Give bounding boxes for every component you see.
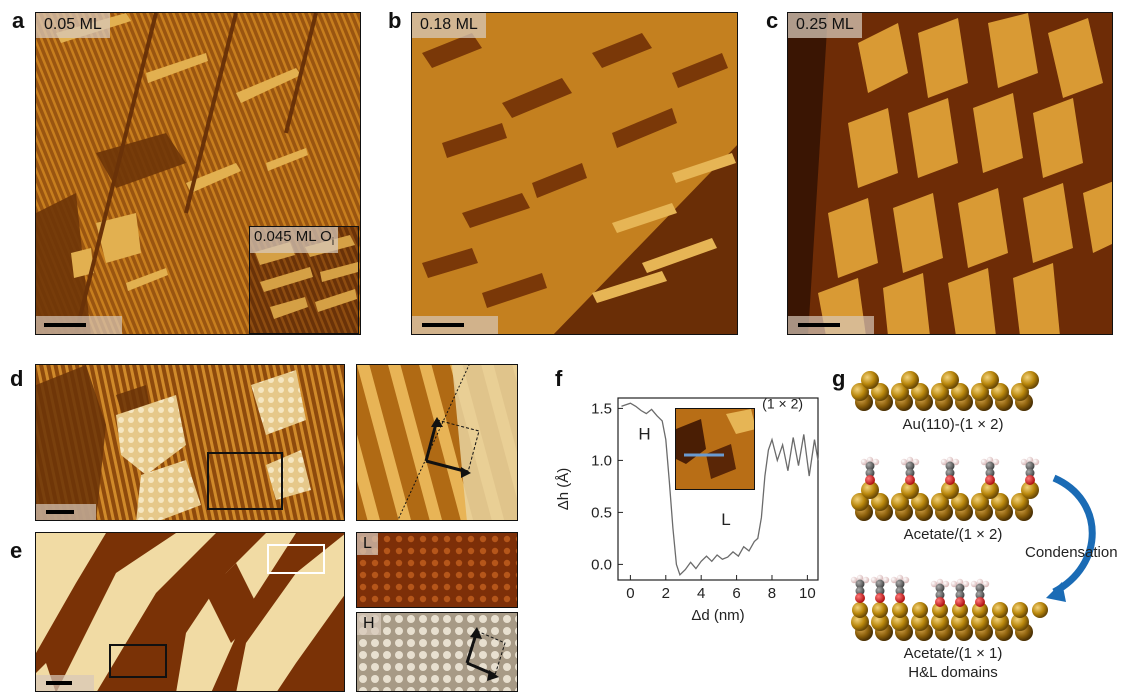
zoom-label-high: H <box>357 613 381 635</box>
x-tick-label: 4 <box>697 585 705 602</box>
x-tick-label: 0 <box>626 585 634 602</box>
y-tick-label: 0.0 <box>591 556 612 573</box>
stm-image-d <box>35 364 345 521</box>
zoom-label-low: L <box>357 533 378 555</box>
stm-zoom-d <box>356 364 518 521</box>
stm-image-e <box>35 532 345 692</box>
panel-g-letter: g <box>832 366 846 391</box>
y-tick-label: 1.0 <box>591 452 612 469</box>
panel-f-letter: f <box>555 366 563 391</box>
structure-label-1: Au(110)-(1 × 2) <box>902 416 1004 433</box>
stm-image-b: 0.18 ML <box>411 12 738 335</box>
inset-subscript: i <box>331 237 335 248</box>
y-tick-label: 1.5 <box>591 400 612 417</box>
x-axis-label: Δd (nm) <box>691 607 744 624</box>
inset-coverage-label: 0.045 ML O <box>254 228 332 245</box>
panel-d-letter: d <box>10 366 24 391</box>
structure-label-3b: H&L domains <box>908 664 998 681</box>
coverage-label-c: 0.25 ML <box>788 13 862 38</box>
structure-label-3a: Acetate/(1 × 1) <box>903 645 1003 662</box>
x-tick-label: 6 <box>732 585 740 602</box>
panel-a-letter: a <box>12 8 25 33</box>
scale-bar-b <box>412 316 498 334</box>
scale-bar-c <box>788 316 874 334</box>
structure-models <box>850 371 1096 641</box>
x-tick-label: 2 <box>662 585 670 602</box>
structure-label-2: Acetate/(1 × 2) <box>903 526 1003 543</box>
panel-e-letter: e <box>10 538 23 563</box>
stm-inset-f <box>675 408 755 490</box>
stm-image-c: 0.25 ML <box>787 12 1113 335</box>
chart-f: 0 2 4 6 8 10 0.0 0.5 1.0 1.5 Δd (nm) Δh (Å) H L (1 × 2… <box>555 395 819 624</box>
annotation-H: H <box>638 425 650 444</box>
scale-bar-d <box>36 504 96 520</box>
y-axis-label: Δh (Å) <box>555 468 572 511</box>
stm-zoom-high: H <box>356 612 518 692</box>
inset-oxygen: 0.045 ML Oi <box>249 226 359 334</box>
scale-bar-e <box>36 675 94 691</box>
x-tick-label: 8 <box>768 585 776 602</box>
annotation-L: L <box>721 510 730 529</box>
stm-image-a: 0.05 ML 0.045 ML Oi <box>35 12 361 335</box>
coverage-label-b: 0.18 ML <box>412 13 486 38</box>
scale-bar-a <box>36 316 122 334</box>
y-tick-label: 0.5 <box>591 504 612 521</box>
height-profile-line <box>621 402 819 576</box>
panel-b-letter: b <box>388 8 402 33</box>
x-tick-label: 10 <box>799 585 816 602</box>
panel-c-letter: c <box>766 8 779 33</box>
plot-frame <box>617 397 819 581</box>
coverage-label-a: 0.05 ML <box>36 13 110 38</box>
annotation-1x2: (1 × 2) <box>762 395 803 411</box>
condensation-label: Condensation <box>1025 544 1118 561</box>
stm-zoom-low: L <box>356 532 518 608</box>
